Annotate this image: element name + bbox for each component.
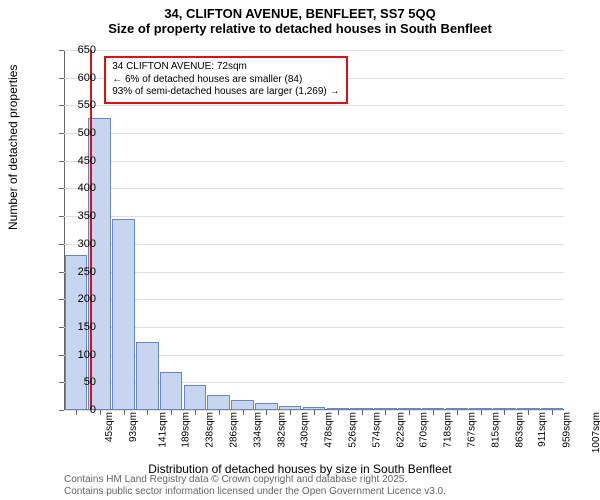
x-tick (266, 410, 267, 415)
x-tick-label: 286sqm (229, 412, 240, 448)
callout-line1: 34 CLIFTON AVENUE: 72sqm (112, 61, 339, 74)
y-tick-label: 650 (40, 44, 96, 56)
x-tick (362, 410, 363, 415)
x-tick (338, 410, 339, 415)
x-tick-label: 382sqm (276, 412, 287, 448)
x-tick (481, 410, 482, 415)
gridline (64, 161, 564, 162)
plot-area: 45sqm93sqm141sqm189sqm238sqm286sqm334sqm… (64, 50, 564, 410)
x-tick (171, 410, 172, 415)
y-tick-label: 250 (40, 266, 96, 278)
callout-box: 34 CLIFTON AVENUE: 72sqm← 6% of detached… (104, 56, 347, 104)
bar (112, 219, 135, 410)
footer-line1: Contains HM Land Registry data © Crown c… (64, 474, 446, 486)
y-tick-label: 400 (40, 182, 96, 194)
bar (231, 400, 254, 410)
x-tick-label: 622sqm (395, 412, 406, 448)
x-tick-label: 767sqm (467, 412, 478, 448)
y-tick-label: 50 (40, 376, 96, 388)
x-tick (147, 410, 148, 415)
x-tick (219, 410, 220, 415)
x-tick (433, 410, 434, 415)
bar (136, 342, 159, 410)
gridline (64, 327, 564, 328)
gridline (64, 299, 564, 300)
x-tick-label: 1007sqm (591, 412, 600, 453)
x-tick (290, 410, 291, 415)
x-tick (385, 410, 386, 415)
x-tick (409, 410, 410, 415)
callout-line2: ← 6% of detached houses are smaller (84) (112, 74, 339, 87)
x-tick (243, 410, 244, 415)
x-tick (457, 410, 458, 415)
gridline (64, 50, 564, 51)
y-tick-label: 300 (40, 238, 96, 250)
x-tick-label: 815sqm (490, 412, 501, 448)
bar (160, 372, 183, 410)
y-tick-label: 0 (40, 404, 96, 416)
callout-line3: 93% of semi-detached houses are larger (… (112, 86, 339, 99)
x-tick-label: 238sqm (205, 412, 216, 448)
x-tick (314, 410, 315, 415)
x-tick (100, 410, 101, 415)
chart-title-line1: 34, CLIFTON AVENUE, BENFLEET, SS7 5QQ (0, 0, 600, 21)
x-tick-label: 574sqm (371, 412, 382, 448)
y-tick-label: 550 (40, 99, 96, 111)
x-tick-label: 959sqm (562, 412, 573, 448)
gridline (64, 272, 564, 273)
chart-title-line2: Size of property relative to detached ho… (0, 21, 600, 40)
attribution-footer: Contains HM Land Registry data © Crown c… (64, 474, 446, 498)
bar (207, 395, 230, 411)
plot-inner: 45sqm93sqm141sqm189sqm238sqm286sqm334sqm… (64, 50, 564, 410)
y-axis-label: Number of detached properties (6, 65, 20, 230)
y-tick-label: 100 (40, 349, 96, 361)
x-tick-label: 478sqm (324, 412, 335, 448)
x-tick-label: 45sqm (104, 412, 115, 442)
x-tick-label: 718sqm (443, 412, 454, 448)
x-tick-label: 430sqm (300, 412, 311, 448)
x-tick-label: 334sqm (252, 412, 263, 448)
y-tick-label: 600 (40, 72, 96, 84)
gridline (64, 133, 564, 134)
y-tick-label: 500 (40, 127, 96, 139)
x-tick (195, 410, 196, 415)
gridline (64, 105, 564, 106)
y-tick-label: 450 (40, 155, 96, 167)
x-tick-label: 526sqm (348, 412, 359, 448)
gridline (64, 216, 564, 217)
x-tick-label: 863sqm (514, 412, 525, 448)
x-tick (124, 410, 125, 415)
y-tick-label: 350 (40, 210, 96, 222)
gridline (64, 244, 564, 245)
y-tick-label: 150 (40, 321, 96, 333)
y-tick-label: 200 (40, 293, 96, 305)
gridline (64, 188, 564, 189)
chart-container: 34, CLIFTON AVENUE, BENFLEET, SS7 5QQ Si… (0, 0, 600, 500)
x-tick (552, 410, 553, 415)
x-tick-label: 93sqm (128, 412, 139, 442)
x-tick (504, 410, 505, 415)
bar (184, 385, 207, 410)
x-tick-label: 911sqm (537, 412, 548, 447)
x-tick-label: 670sqm (419, 412, 430, 448)
x-tick-label: 141sqm (157, 412, 168, 448)
x-tick (528, 410, 529, 415)
bar (255, 403, 278, 410)
footer-line2: Contains public sector information licen… (64, 486, 446, 498)
x-tick-label: 189sqm (181, 412, 192, 448)
